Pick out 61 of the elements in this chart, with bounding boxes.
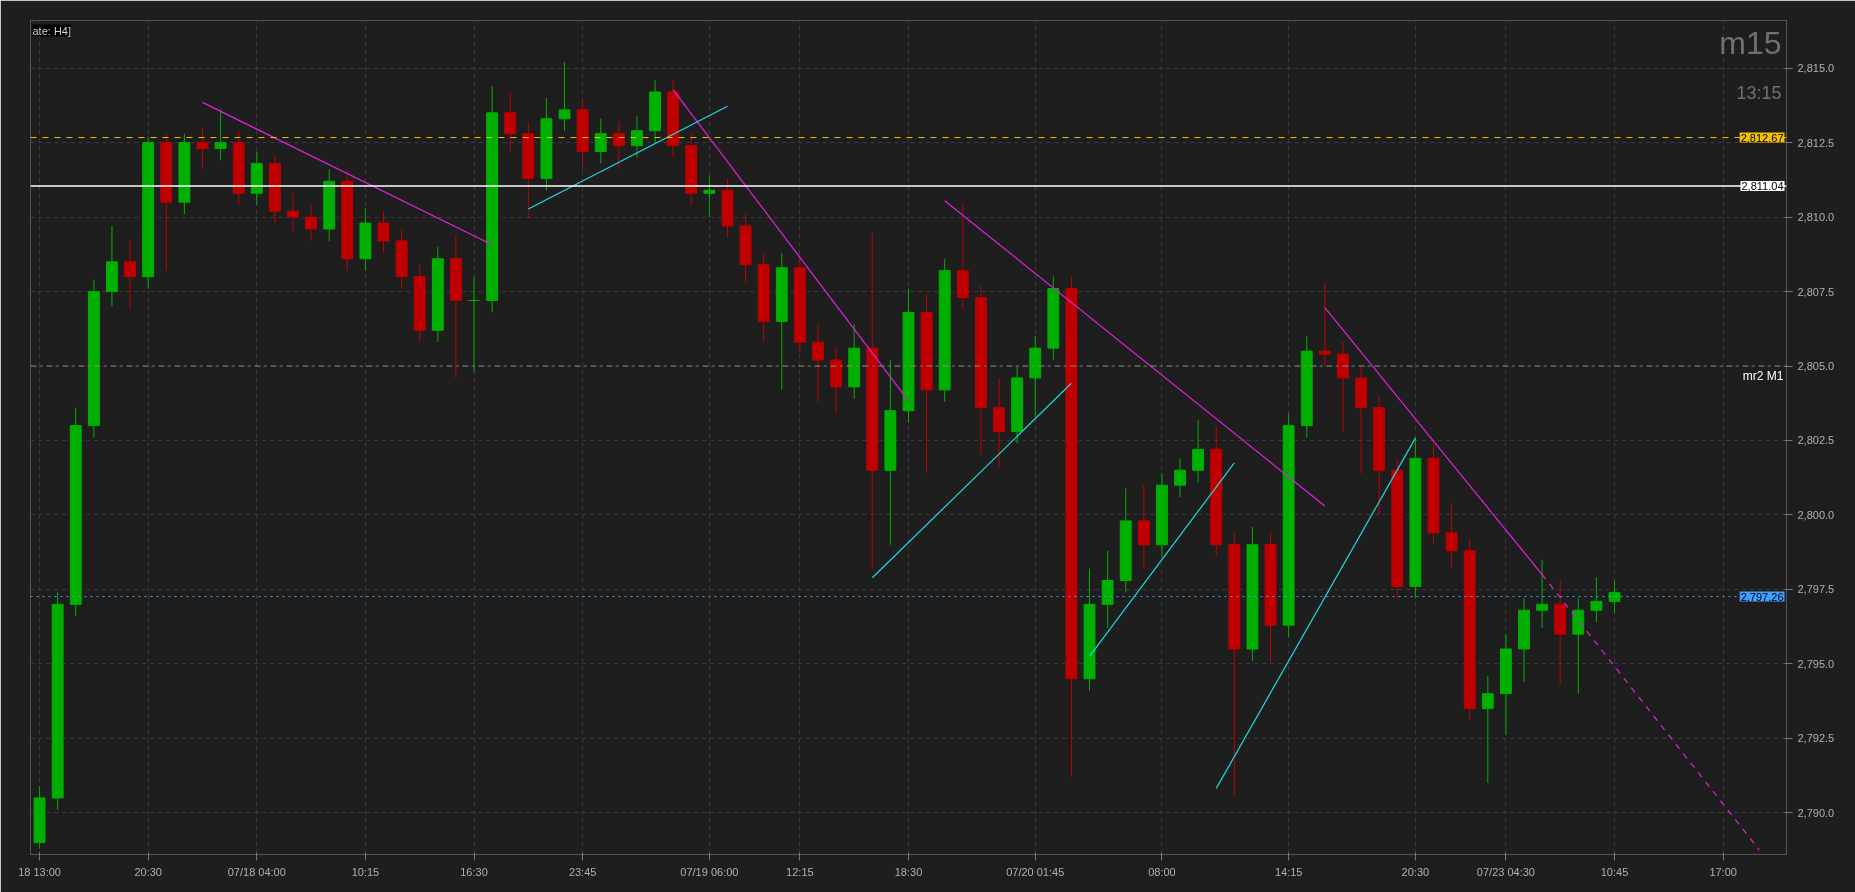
candlestick xyxy=(196,127,209,170)
ref-line-label: 2,811.04 xyxy=(1741,180,1784,193)
x-tick-label: 17:00 xyxy=(1709,865,1737,878)
candlestick xyxy=(1536,559,1549,629)
x-tick-label: 07/19 06:00 xyxy=(680,865,739,878)
y-tick-label: 2,800.0 xyxy=(1797,508,1835,521)
x-tick-label: 10:15 xyxy=(351,865,380,878)
candlestick xyxy=(612,121,625,170)
candlestick xyxy=(812,323,824,403)
candlestick xyxy=(468,276,480,373)
candlestick xyxy=(214,109,227,161)
y-tick-label: 2,790.0 xyxy=(1797,806,1835,819)
candlestick xyxy=(287,192,299,233)
candlestick xyxy=(1590,576,1603,623)
annotation: ate: H4] xyxy=(32,24,72,37)
candlestick xyxy=(703,174,716,218)
y-tick-label: 2,795.0 xyxy=(1797,657,1835,670)
candlestick xyxy=(504,91,517,153)
y-tick-label: 2,792.5 xyxy=(1797,732,1835,745)
x-tick-label: 07/18 04:00 xyxy=(227,865,286,878)
x-tick-label: 18 13:00 xyxy=(18,865,61,878)
candlestick xyxy=(1137,484,1150,570)
x-tick-label: 20:30 xyxy=(1401,865,1430,878)
candlestick xyxy=(558,61,571,132)
y-tick-label: 2,810.0 xyxy=(1797,211,1835,224)
candlestick xyxy=(1572,597,1585,695)
candlestick xyxy=(305,204,318,242)
chart-title: m15 xyxy=(1719,24,1782,61)
y-tick-label: 2,812.5 xyxy=(1797,136,1835,149)
x-tick-label: 08:00 xyxy=(1148,865,1176,878)
x-tick-label: 12:15 xyxy=(786,865,814,878)
x-tick-label: 14:15 xyxy=(1274,865,1303,878)
ref-line-label: 2,812.67 xyxy=(1740,131,1784,144)
x-tick-label: 16:30 xyxy=(460,865,488,878)
y-tick-label: 2,815.0 xyxy=(1797,62,1835,75)
candlestick xyxy=(1608,579,1621,614)
x-tick-label: 23:45 xyxy=(568,865,597,878)
candlestick xyxy=(1174,457,1186,498)
candlestick xyxy=(1481,675,1494,784)
candlestick xyxy=(594,118,607,164)
y-tick-label: 2,807.5 xyxy=(1797,285,1835,298)
y-tick-label: 2,802.5 xyxy=(1797,434,1835,447)
candlestick xyxy=(1337,341,1349,433)
x-tick-label: 20:30 xyxy=(134,865,162,878)
x-tick-label: 18:30 xyxy=(894,865,923,878)
candlestick xyxy=(631,115,643,159)
ref-line-label: 2,797.26 xyxy=(1740,590,1784,603)
x-tick-label: 07/20 01:45 xyxy=(1006,865,1065,878)
candlestick xyxy=(377,210,390,254)
candlestick xyxy=(124,240,136,310)
candlestick xyxy=(993,377,1005,468)
candlestick xyxy=(1192,419,1205,483)
candlestick xyxy=(1445,502,1458,570)
x-tick-label: 07/23 04:30 xyxy=(1476,865,1535,878)
y-tick-label: 2,805.0 xyxy=(1797,360,1835,373)
ref-line-label: mr2 M1 xyxy=(1742,369,1784,384)
candlestick xyxy=(1101,550,1114,629)
candlestick xyxy=(1318,282,1331,367)
y-tick-label: 2,797.5 xyxy=(1797,583,1835,596)
x-tick-label: 10:45 xyxy=(1600,865,1629,878)
text: 13:15 xyxy=(1736,82,1782,103)
